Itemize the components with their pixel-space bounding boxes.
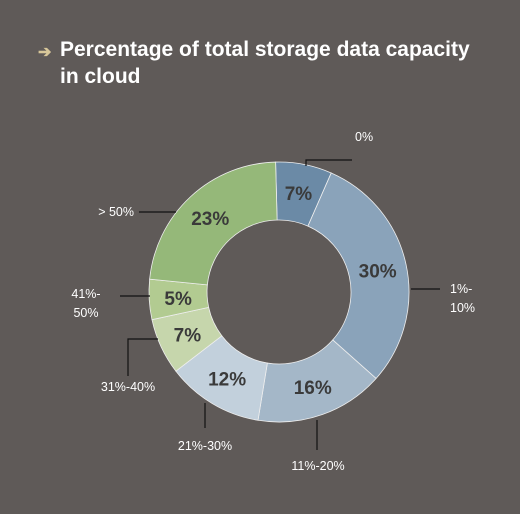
category-label: 50% (73, 306, 98, 320)
category-label: 21%-30% (178, 439, 232, 453)
segment-value-label: 7% (174, 326, 202, 347)
segment-value-label: 7% (285, 184, 313, 205)
category-label: 41%- (71, 287, 100, 301)
category-label: 31%-40% (101, 380, 155, 394)
segment-value-labels: 7% 30% 16% 12% 7% 5% 23% (164, 184, 396, 399)
segment-value-label: 5% (164, 289, 192, 310)
leader-line (127, 338, 158, 376)
donut-segment (307, 172, 410, 380)
segment-value-label: 12% (208, 370, 246, 391)
category-label: 10% (450, 301, 475, 315)
segment-value-label: 23% (191, 209, 229, 230)
leader-line (305, 159, 352, 166)
segment-value-label: 16% (294, 378, 332, 399)
category-label: 11%-20% (291, 459, 344, 473)
leader-lines (120, 159, 440, 450)
category-label: 0% (355, 130, 373, 144)
donut-segments (148, 161, 410, 423)
segment-value-label: 30% (359, 261, 397, 282)
category-labels: 0% 1%- 10% 11%-20% 21%-30% 31%-40% 41%- 50% > 50… (71, 130, 475, 473)
donut-segment (149, 161, 278, 286)
category-label: > 50% (98, 205, 134, 219)
chart-title: Percentage of total storage data capacit… (60, 38, 470, 88)
category-label: 1%- (450, 282, 472, 296)
arrow-right-icon: ➔ (38, 44, 52, 61)
